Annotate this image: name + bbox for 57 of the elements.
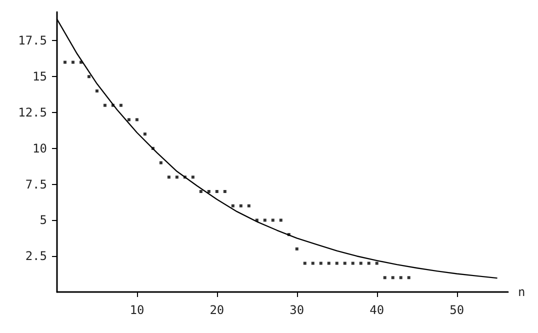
x-tick-label: 20 xyxy=(210,303,224,317)
point xyxy=(183,176,186,179)
point xyxy=(287,233,290,236)
y-tick-label: 5 xyxy=(40,213,47,228)
point xyxy=(87,75,90,78)
point xyxy=(295,247,298,250)
point xyxy=(231,204,234,208)
point xyxy=(351,262,354,265)
point xyxy=(335,262,338,265)
point xyxy=(359,262,362,265)
point xyxy=(343,262,346,265)
point xyxy=(199,190,202,193)
point xyxy=(167,176,170,179)
y-tick-label: 2.5 xyxy=(25,249,47,264)
point xyxy=(279,218,282,222)
point xyxy=(391,276,394,280)
point xyxy=(255,218,258,222)
point xyxy=(79,60,82,64)
point xyxy=(143,132,146,136)
point xyxy=(151,146,154,150)
x-tick-label: 50 xyxy=(450,303,464,317)
point xyxy=(159,161,162,164)
point xyxy=(215,190,218,193)
point xyxy=(271,218,274,222)
point xyxy=(383,276,386,280)
point xyxy=(327,262,330,265)
x-tick-label: 10 xyxy=(130,303,144,317)
y-tick-label: 15 xyxy=(32,70,47,84)
point xyxy=(95,89,98,92)
y-tick-label: 12.5 xyxy=(18,106,47,120)
y-tick-label: 10 xyxy=(32,141,47,156)
x-tick-label: 30 xyxy=(290,303,304,317)
point xyxy=(127,118,130,122)
point xyxy=(119,104,122,107)
point xyxy=(367,262,370,265)
point xyxy=(303,262,306,265)
point xyxy=(103,104,106,107)
point xyxy=(263,218,266,222)
x-axis-title: n xyxy=(518,285,526,299)
point xyxy=(191,176,194,179)
point xyxy=(223,190,226,193)
point xyxy=(407,276,410,280)
point xyxy=(175,176,178,179)
y-tick-label: 7.5 xyxy=(25,177,47,192)
point xyxy=(239,204,242,208)
point xyxy=(319,262,322,265)
point xyxy=(111,104,114,107)
point xyxy=(375,262,378,265)
point xyxy=(135,118,138,122)
point xyxy=(399,276,402,280)
x-tick-label: 40 xyxy=(370,303,384,317)
point xyxy=(311,262,314,265)
point xyxy=(207,190,210,193)
y-tick-label: 17.5 xyxy=(18,34,47,48)
point xyxy=(247,204,250,208)
point xyxy=(71,60,74,64)
point xyxy=(63,60,66,64)
